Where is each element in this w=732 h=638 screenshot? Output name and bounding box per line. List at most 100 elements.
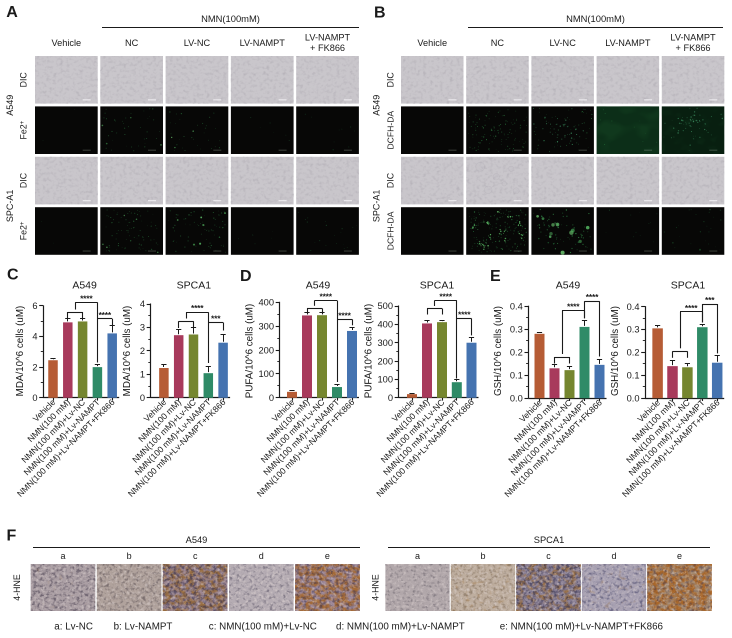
svg-text:***: *** (705, 295, 715, 305)
svg-text:LV-NC: LV-NC (184, 38, 211, 48)
svg-text:e: e (677, 551, 682, 561)
svg-text:Vehicle: Vehicle (52, 38, 82, 48)
svg-text:SPC-A1: SPC-A1 (372, 190, 382, 223)
svg-text:A549: A549 (186, 535, 208, 545)
svg-text:PUFA/10^6 cells (uM): PUFA/10^6 cells (uM) (245, 304, 256, 398)
svg-text:e: e (325, 551, 330, 561)
svg-text:A: A (6, 4, 18, 21)
svg-text:0.0: 0.0 (510, 393, 523, 403)
svg-text:4: 4 (140, 299, 145, 309)
svg-text:500: 500 (377, 301, 393, 311)
svg-text:0.3: 0.3 (627, 325, 640, 335)
svg-text:300: 300 (377, 338, 393, 348)
svg-text:D: D (240, 268, 252, 285)
svg-text:PUFA/10^6 cells (uM): PUFA/10^6 cells (uM) (364, 304, 375, 398)
svg-text:+ FK866: + FK866 (310, 43, 345, 53)
svg-text:c: c (193, 551, 198, 561)
svg-text:4-HNE: 4-HNE (371, 574, 381, 601)
svg-text:0.3: 0.3 (510, 324, 523, 334)
svg-text:400: 400 (377, 320, 393, 330)
svg-text:A549: A549 (5, 95, 15, 116)
svg-text:0.4: 0.4 (510, 301, 523, 311)
svg-text:DIC: DIC (386, 72, 396, 88)
svg-text:LV-NAMPT: LV-NAMPT (305, 33, 351, 43)
svg-text:SPCA1: SPCA1 (671, 280, 706, 292)
svg-text:0.1: 0.1 (627, 371, 640, 381)
svg-text:0.0: 0.0 (627, 393, 640, 403)
svg-text:LV-NAMPT: LV-NAMPT (670, 33, 716, 43)
svg-text:200: 200 (258, 345, 274, 355)
svg-text:0.2: 0.2 (510, 347, 523, 357)
svg-text:NC: NC (125, 38, 139, 48)
svg-text:****: **** (567, 302, 580, 312)
svg-text:GSH/10^6 cells (uM): GSH/10^6 cells (uM) (493, 306, 504, 396)
svg-text:LV-NAMPT: LV-NAMPT (240, 38, 286, 48)
svg-text:DCFH-DA: DCFH-DA (386, 211, 396, 250)
svg-text:200: 200 (377, 356, 393, 366)
svg-text:NMN(100mM): NMN(100mM) (201, 13, 260, 24)
svg-text:A549: A549 (372, 95, 382, 116)
svg-text:****: **** (80, 293, 93, 303)
svg-text:b: Lv-NAMPT: b: Lv-NAMPT (114, 622, 173, 633)
svg-text:A549: A549 (72, 280, 97, 292)
svg-text:c: c (546, 551, 551, 561)
svg-text:1: 1 (140, 370, 145, 380)
svg-text:2: 2 (140, 346, 145, 356)
svg-text:NC: NC (491, 38, 505, 48)
svg-text:E: E (490, 268, 501, 285)
svg-text:****: **** (99, 310, 112, 320)
svg-text:F: F (7, 528, 17, 545)
svg-text:DCFH-DA: DCFH-DA (386, 111, 396, 150)
svg-text:0.1: 0.1 (510, 370, 523, 380)
svg-text:0: 0 (269, 393, 274, 403)
svg-text:4: 4 (32, 332, 37, 342)
svg-text:****: **** (191, 303, 204, 313)
svg-text:LV-NAMPT: LV-NAMPT (605, 38, 651, 48)
svg-text:a: a (415, 551, 420, 561)
svg-text:SPCA1: SPCA1 (177, 280, 212, 292)
svg-text:SPCA1: SPCA1 (534, 535, 565, 545)
svg-text:DIC: DIC (386, 172, 396, 188)
svg-text:A549: A549 (556, 280, 581, 292)
svg-text:****: **** (586, 292, 599, 302)
svg-text:***: *** (211, 314, 221, 324)
svg-text:100: 100 (258, 369, 274, 379)
svg-text:B: B (374, 5, 386, 22)
svg-text:MDA/10^6 cells (uM): MDA/10^6 cells (uM) (15, 306, 26, 397)
svg-text:0: 0 (32, 393, 37, 403)
svg-text:MDA/10^6 cells (uM): MDA/10^6 cells (uM) (122, 306, 133, 397)
svg-text:0.2: 0.2 (627, 348, 640, 358)
svg-text:d: d (259, 551, 264, 561)
svg-text:****: **** (439, 292, 452, 302)
svg-text:Fe2+: Fe2+ (19, 120, 29, 139)
svg-text:****: **** (319, 292, 332, 302)
svg-text:a: a (60, 551, 65, 561)
svg-text:400: 400 (258, 298, 274, 308)
svg-text:NMN(100mM): NMN(100mM) (566, 13, 625, 24)
svg-text:C: C (7, 267, 19, 284)
svg-text:c: NMN(100 mM)+Lv-NC: c: NMN(100 mM)+Lv-NC (209, 622, 317, 633)
svg-text:0: 0 (140, 393, 145, 403)
svg-text:SPC-A1: SPC-A1 (5, 190, 15, 223)
svg-text:GSH/10^6 cells (uM): GSH/10^6 cells (uM) (610, 306, 621, 396)
svg-text:****: **** (685, 303, 698, 313)
svg-text:300: 300 (258, 321, 274, 331)
svg-text:4-HNE: 4-HNE (12, 574, 22, 601)
svg-text:+ FK866: + FK866 (676, 43, 711, 53)
svg-text:DIC: DIC (19, 172, 29, 188)
svg-text:e: NMN(100 mM)+Lv-NAMPT+FK866: e: NMN(100 mM)+Lv-NAMPT+FK866 (500, 622, 664, 633)
svg-text:SPCA1: SPCA1 (420, 280, 455, 292)
svg-text:d: d (611, 551, 616, 561)
svg-text:****: **** (338, 310, 351, 320)
svg-text:2: 2 (32, 362, 37, 372)
svg-text:****: **** (458, 310, 471, 320)
svg-text:Vehicle: Vehicle (417, 38, 447, 48)
svg-text:Fe2+: Fe2+ (19, 221, 29, 240)
svg-text:100: 100 (377, 375, 393, 385)
svg-text:3: 3 (140, 323, 145, 333)
svg-text:DIC: DIC (19, 72, 29, 88)
svg-text:0.4: 0.4 (627, 302, 640, 312)
svg-text:b: b (480, 551, 485, 561)
svg-text:b: b (127, 551, 132, 561)
svg-text:A549: A549 (306, 280, 331, 292)
